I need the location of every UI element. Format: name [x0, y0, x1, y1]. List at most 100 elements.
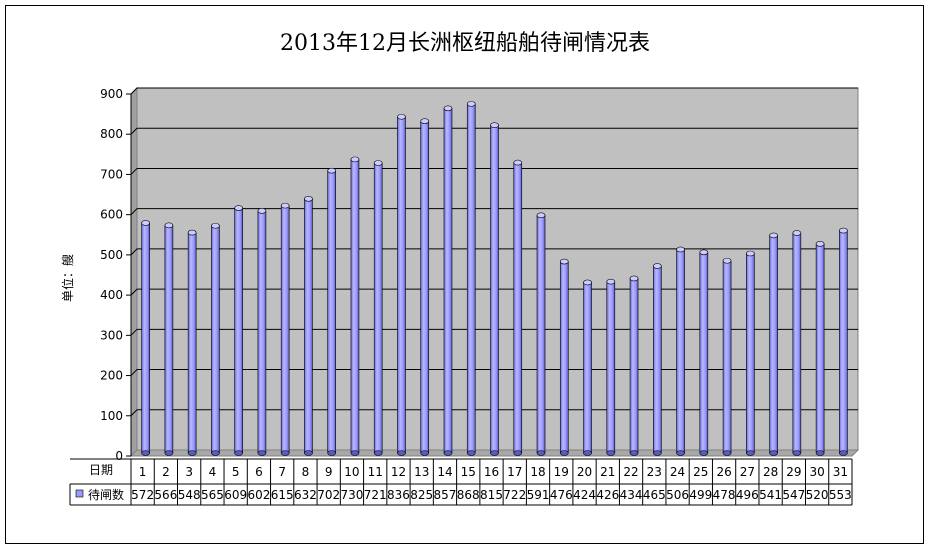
bar-top: [187, 229, 197, 236]
bar-body: [257, 210, 267, 454]
data-label: 609: [224, 488, 247, 502]
data-label: 602: [247, 488, 270, 502]
bar-base: [280, 450, 290, 456]
x-tick-label: 12: [391, 465, 406, 479]
bar: [722, 257, 732, 456]
data-label: 722: [503, 488, 526, 502]
x-tick-label: 21: [600, 465, 615, 479]
bar: [746, 250, 755, 456]
data-label: 721: [364, 488, 387, 502]
bar-base: [420, 450, 430, 456]
bar: [280, 202, 290, 456]
bar-body: [304, 198, 313, 454]
bar-base: [443, 450, 453, 456]
bar: [559, 258, 569, 456]
bar-body: [397, 116, 406, 454]
bar-top: [280, 202, 290, 209]
bar: [583, 279, 592, 456]
bar-base: [327, 450, 336, 456]
data-label: 424: [573, 488, 596, 502]
bar: [234, 205, 243, 456]
bar: [606, 278, 616, 456]
bar-body: [327, 170, 336, 454]
bar-base: [513, 450, 523, 456]
y-tick-label: 400: [100, 288, 123, 302]
bar: [420, 118, 430, 456]
bar: [629, 275, 639, 456]
data-label: 591: [527, 488, 550, 502]
data-label: 548: [178, 488, 201, 502]
bar-body: [676, 249, 685, 454]
bar-body: [699, 251, 709, 454]
bar-base: [211, 450, 220, 456]
bar-body: [141, 222, 150, 454]
data-label: 565: [201, 488, 224, 502]
bar-body: [164, 225, 174, 454]
x-tick-label: 5: [232, 465, 240, 479]
gridline: [130, 167, 858, 175]
bar-base: [536, 450, 546, 456]
bar: [513, 159, 523, 456]
bar: [769, 232, 778, 456]
bar: [211, 222, 220, 456]
bar: [792, 230, 802, 456]
bar: [653, 263, 662, 456]
bar: [466, 101, 476, 456]
x-tick-label: 18: [530, 465, 545, 479]
x-tick-label: 7: [278, 465, 286, 479]
bar-top: [304, 195, 313, 202]
bar-top: [722, 257, 732, 264]
x-tick-label: 19: [554, 465, 569, 479]
data-label: 541: [759, 488, 782, 502]
x-tick-label: 8: [302, 465, 310, 479]
bar-top: [839, 227, 848, 234]
bar-top: [606, 278, 616, 285]
bar-top: [327, 167, 336, 174]
bar-base: [397, 450, 406, 456]
bar: [443, 105, 453, 456]
x-tick-label: 14: [437, 465, 452, 479]
y-tick-label: 0: [115, 449, 123, 463]
bar-body: [420, 120, 430, 454]
data-label: 506: [666, 488, 689, 502]
gridline: [130, 127, 858, 135]
data-label: 553: [829, 488, 852, 502]
data-label: 730: [340, 488, 363, 502]
bar-base: [792, 450, 802, 456]
bar-body: [769, 235, 778, 454]
gridline: [130, 208, 858, 216]
bar-top: [257, 208, 267, 214]
bar-body: [373, 162, 383, 454]
bar-base: [490, 450, 499, 456]
gridline: [130, 87, 858, 95]
x-tick-label: 3: [185, 465, 193, 479]
bar: [490, 122, 499, 456]
x-tick-label: 31: [833, 465, 848, 479]
bar-top: [350, 156, 360, 163]
bar-body: [629, 278, 639, 454]
bar-base: [606, 450, 616, 456]
bar-body: [490, 124, 499, 454]
bar-top: [769, 232, 778, 239]
bar: [699, 249, 709, 456]
data-label: 572: [131, 488, 154, 502]
x-tick-label: 4: [209, 465, 217, 479]
legend-swatch: [75, 489, 84, 498]
table-row-header: 日期: [89, 463, 113, 477]
y-tick-label: 900: [100, 87, 123, 101]
plot-side-wall: [130, 86, 138, 458]
data-label: 520: [806, 488, 829, 502]
gridline: [130, 369, 858, 376]
data-label: 615: [271, 488, 294, 502]
data-label: 566: [154, 488, 177, 502]
bar-base: [304, 450, 313, 456]
y-tick-label: 100: [100, 409, 123, 423]
gridline: [130, 248, 858, 256]
bar-top: [466, 101, 476, 107]
x-tick-label: 2: [162, 465, 170, 479]
x-tick-label: 20: [577, 465, 592, 479]
data-label: 496: [736, 488, 759, 502]
x-tick-label: 9: [325, 465, 333, 479]
x-tick-label: 25: [693, 465, 708, 479]
bar: [397, 113, 406, 456]
